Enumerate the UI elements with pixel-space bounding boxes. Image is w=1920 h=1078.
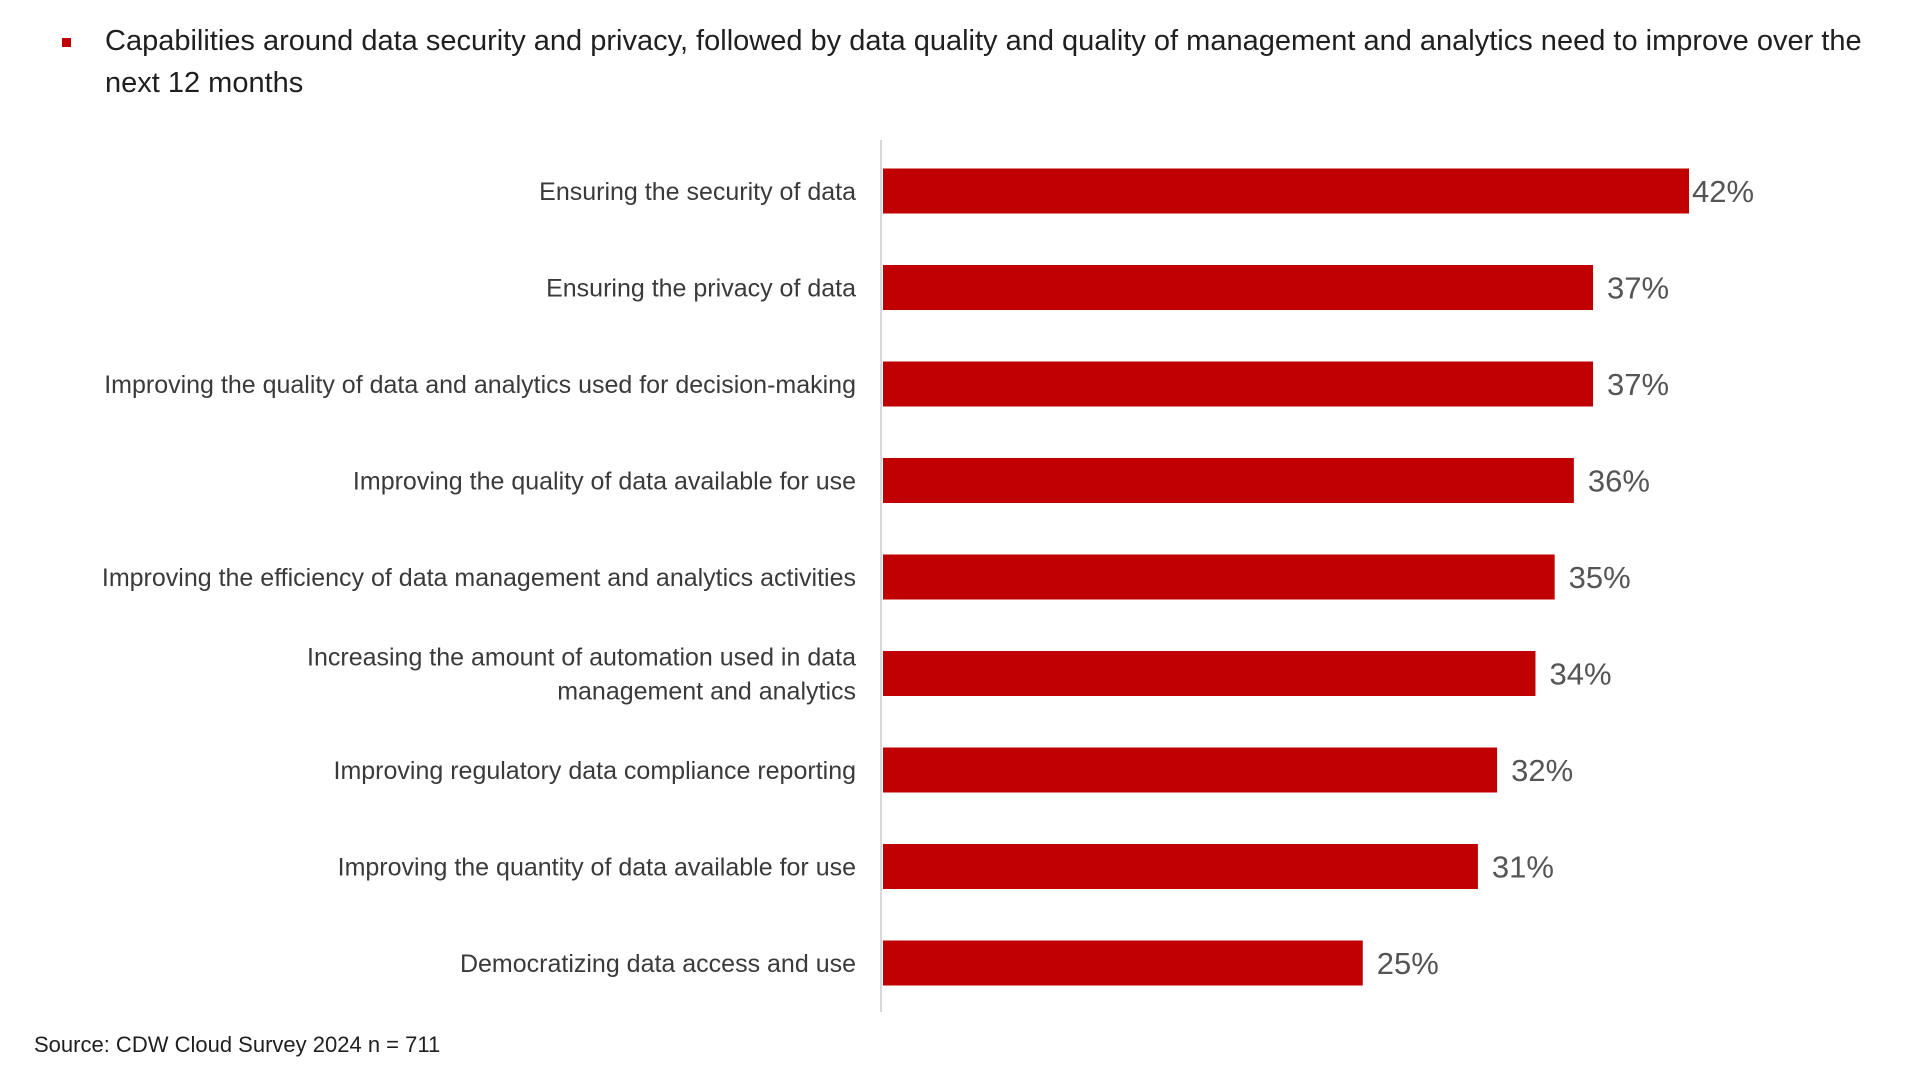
bar-4 [883,458,1574,503]
category-label-line: Improving regulatory data compliance rep… [334,757,857,785]
bar-5 [883,554,1555,600]
value-label-8: 31% [1492,850,1554,885]
category-label-1: Ensuring the security of data [539,178,856,206]
value-label-6: 34% [1549,657,1611,692]
value-label-3: 37% [1607,367,1669,402]
bullet-square-icon [62,38,71,47]
value-label-4: 36% [1588,464,1650,499]
category-label-line: Ensuring the privacy of data [546,275,856,303]
category-label-5: Improving the efficiency of data managem… [102,564,856,592]
category-label-line: Improving the quality of data and analyt… [104,371,856,399]
category-label-line: Improving the efficiency of data managem… [102,564,856,592]
category-label-8: Improving the quantity of data available… [338,854,856,882]
value-label-5: 35% [1569,560,1631,595]
bar-chart: 42% Ensuring the security of data 37% Ensur… [102,140,1754,1012]
key-finding-text: Capabilities around data security and pr… [105,25,1862,99]
category-label-4: Improving the quality of data available … [353,468,856,496]
value-label-2: 37% [1607,271,1669,306]
value-label-7: 32% [1511,753,1573,788]
bar-9 [883,940,1363,986]
bar-6 [883,651,1536,696]
value-label-9: 25% [1377,946,1439,981]
category-label-line: Ensuring the security of data [539,178,856,206]
category-label-line: Increasing the amount of automation used… [307,644,856,672]
category-label-7: Improving regulatory data compliance rep… [334,757,857,785]
category-label-2: Ensuring the privacy of data [546,275,856,303]
category-label-line: Improving the quantity of data available… [338,854,856,882]
category-label-line: management and analytics [557,678,856,706]
bar-8 [883,844,1478,889]
source-note: Source: CDW Cloud Survey 2024 n = 711 [34,1032,441,1057]
bar-3 [883,361,1594,407]
bars-layer: 42% Ensuring the security of data 37% Ensur… [102,168,1754,986]
category-label-6: Increasing the amount of automation used… [307,644,856,706]
key-finding: Capabilities around data security and pr… [62,20,1882,104]
category-label-line: Democratizing data access and use [460,950,856,978]
category-label-9: Democratizing data access and use [460,950,856,978]
category-label-line: Improving the quality of data available … [353,468,856,496]
value-label-1: 42% [1692,174,1754,209]
bar-1 [883,168,1689,214]
category-label-3: Improving the quality of data and analyt… [104,371,856,399]
bar-2 [883,265,1594,310]
bar-7 [883,747,1498,793]
